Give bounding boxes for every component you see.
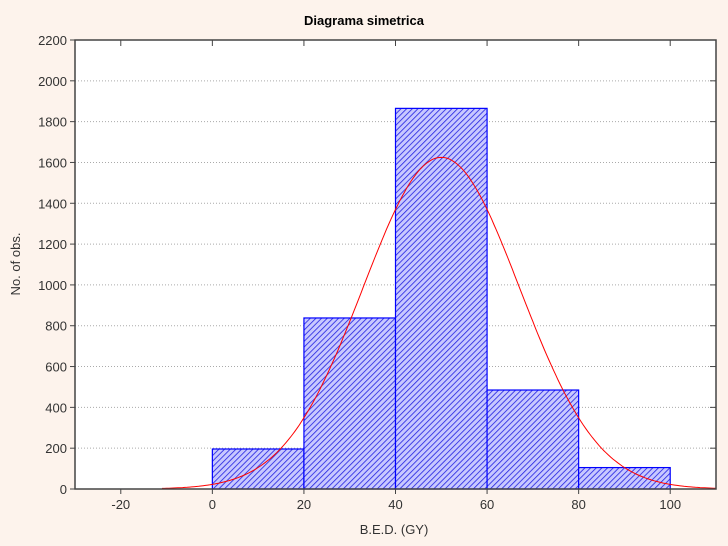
x-tick-label: 80 <box>571 497 585 512</box>
y-tick-label: 1800 <box>38 115 67 130</box>
y-axis-label: No. of obs. <box>8 233 23 296</box>
x-tick-label: 40 <box>388 497 402 512</box>
y-tick-label: 2200 <box>38 33 67 48</box>
x-tick-label: 100 <box>659 497 681 512</box>
x-axis-label: B.E.D. (GY) <box>360 522 429 537</box>
histogram-bar <box>303 317 397 490</box>
y-tick-label: 600 <box>45 360 67 375</box>
y-tick-label: 1000 <box>38 278 67 293</box>
y-tick-label: 800 <box>45 319 67 334</box>
x-tick-label: 0 <box>209 497 216 512</box>
histogram-bar <box>211 448 305 490</box>
histogram-bar <box>578 466 671 490</box>
y-tick-label: 0 <box>60 482 67 497</box>
y-tick-label: 1600 <box>38 155 67 170</box>
y-tick-label: 200 <box>45 441 67 456</box>
x-tick-label: 20 <box>297 497 311 512</box>
y-tick-label: 400 <box>45 400 67 415</box>
normal-fit-curve <box>162 156 717 489</box>
x-tick-label: -20 <box>111 497 130 512</box>
y-tick-label: 1400 <box>38 196 67 211</box>
histogram-bar <box>486 389 580 490</box>
y-tick-label: 2000 <box>38 74 67 89</box>
histogram-bar <box>394 107 488 490</box>
chart-title: Diagrama simetrica <box>304 13 425 28</box>
x-tick-label: 60 <box>480 497 494 512</box>
y-tick-label: 1200 <box>38 237 67 252</box>
